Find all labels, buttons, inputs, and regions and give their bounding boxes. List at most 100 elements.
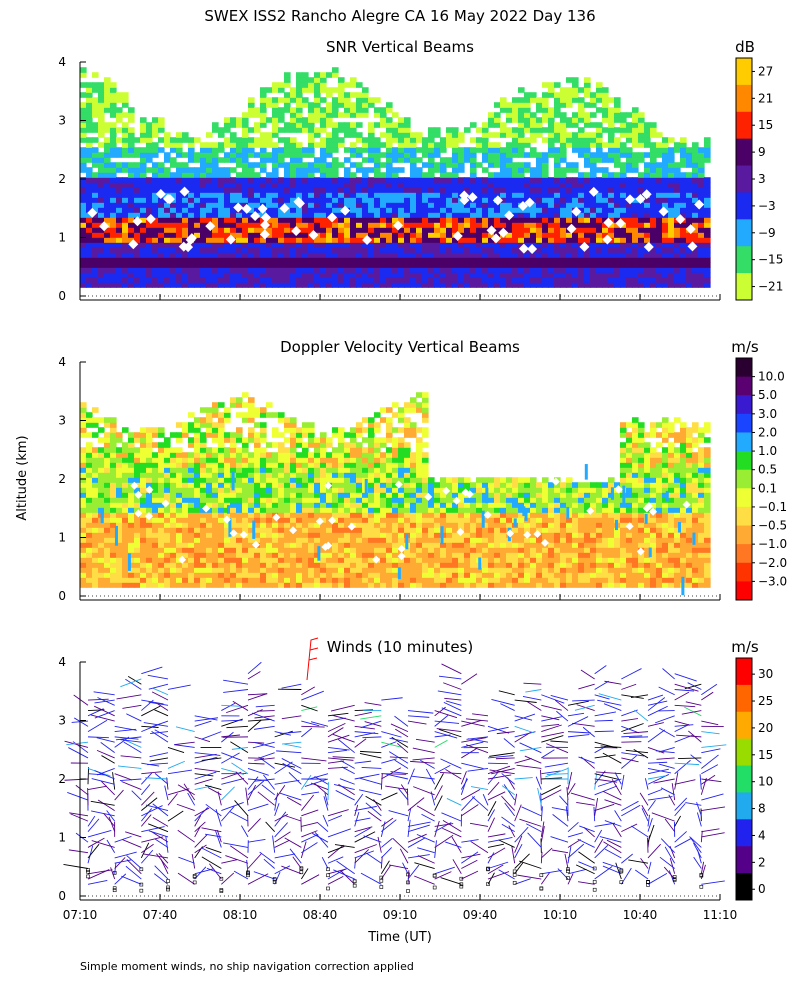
snr-cell bbox=[602, 107, 609, 113]
snr-cell bbox=[362, 137, 369, 143]
doppler-cell bbox=[206, 462, 213, 468]
snr-cell bbox=[536, 252, 543, 258]
snr-cell bbox=[518, 182, 525, 188]
snr-cell bbox=[86, 127, 93, 133]
snr-cell bbox=[590, 282, 597, 288]
snr-cell bbox=[674, 282, 681, 288]
doppler-cell bbox=[314, 502, 321, 508]
snr-cell bbox=[584, 257, 591, 263]
snr-cell bbox=[200, 242, 207, 248]
snr-cell bbox=[158, 267, 165, 273]
doppler-cell bbox=[128, 437, 135, 443]
doppler-cell bbox=[332, 572, 339, 578]
snr-cell bbox=[212, 272, 219, 278]
snr-cell bbox=[170, 277, 177, 283]
snr-cell bbox=[326, 177, 333, 183]
snr-cell bbox=[464, 247, 471, 253]
doppler-cell bbox=[326, 577, 333, 583]
snr-cell bbox=[506, 162, 513, 168]
snr-cell bbox=[470, 247, 477, 253]
snr-cell bbox=[656, 162, 663, 168]
doppler-cell bbox=[110, 432, 117, 438]
snr-cell bbox=[368, 102, 375, 108]
doppler-cell bbox=[266, 522, 273, 528]
snr-cell bbox=[530, 192, 537, 198]
snr-cell bbox=[80, 177, 87, 183]
doppler-cell bbox=[284, 487, 291, 493]
snr-cell bbox=[632, 167, 639, 173]
doppler-cell bbox=[332, 567, 339, 573]
snr-cell bbox=[368, 257, 375, 263]
doppler-cell bbox=[146, 432, 153, 438]
snr-cell bbox=[494, 152, 501, 158]
doppler-cell bbox=[194, 447, 201, 453]
snr-cell bbox=[122, 237, 129, 243]
snr-cell bbox=[284, 92, 291, 98]
snr-cell bbox=[584, 232, 591, 238]
doppler-cell bbox=[80, 402, 87, 408]
doppler-cell bbox=[302, 442, 309, 448]
snr-cell bbox=[134, 152, 141, 158]
snr-cell bbox=[518, 212, 525, 218]
doppler-cell bbox=[164, 492, 171, 498]
snr-cell bbox=[272, 127, 279, 133]
doppler-cell bbox=[254, 422, 261, 428]
snr-cell bbox=[560, 232, 567, 238]
doppler-cell bbox=[116, 477, 123, 483]
snr-cell bbox=[266, 87, 273, 93]
snr-cell bbox=[542, 102, 549, 108]
snr-cell bbox=[650, 262, 657, 268]
snr-cell bbox=[104, 202, 111, 208]
snr-cell bbox=[206, 252, 213, 258]
snr-cell bbox=[80, 212, 87, 218]
doppler-cell bbox=[206, 577, 213, 583]
snr-cell bbox=[446, 182, 453, 188]
snr-cell bbox=[476, 162, 483, 168]
snr-cell bbox=[308, 252, 315, 258]
snr-cell bbox=[704, 232, 711, 238]
snr-cell bbox=[524, 217, 531, 223]
doppler-cell bbox=[140, 557, 147, 563]
snr-cell bbox=[242, 142, 249, 148]
doppler-cell bbox=[164, 507, 171, 513]
snr-cell bbox=[134, 252, 141, 258]
snr-cell bbox=[452, 202, 459, 208]
doppler-cell bbox=[302, 422, 309, 428]
doppler-cell bbox=[284, 492, 291, 498]
snr-cell bbox=[284, 182, 291, 188]
doppler-cell bbox=[326, 567, 333, 573]
snr-cell bbox=[122, 132, 129, 138]
snr-cell bbox=[320, 207, 327, 213]
snr-cell bbox=[140, 197, 147, 203]
snr-cell bbox=[428, 217, 435, 223]
snr-cell bbox=[452, 137, 459, 143]
snr-cell bbox=[272, 177, 279, 183]
snr-gap bbox=[492, 195, 503, 206]
snr-cell bbox=[140, 247, 147, 253]
doppler-cell bbox=[170, 547, 177, 553]
snr-cell bbox=[116, 227, 123, 233]
doppler-cell bbox=[116, 527, 123, 533]
snr-cell bbox=[524, 267, 531, 273]
doppler-cell bbox=[272, 567, 279, 573]
snr-cell bbox=[110, 92, 117, 98]
doppler-cell bbox=[296, 542, 303, 548]
snr-cell bbox=[626, 267, 633, 273]
snr-cell bbox=[692, 212, 699, 218]
snr-cell bbox=[554, 137, 561, 143]
snr-cell bbox=[356, 202, 363, 208]
snr-cell bbox=[362, 172, 369, 178]
snr-cell bbox=[446, 127, 453, 133]
snr-cell bbox=[344, 247, 351, 253]
snr-cell bbox=[308, 102, 315, 108]
doppler-cell bbox=[260, 492, 267, 498]
snr-cell bbox=[692, 217, 699, 223]
doppler-cell bbox=[290, 542, 297, 548]
snr-cell bbox=[398, 187, 405, 193]
snr-cell bbox=[296, 172, 303, 178]
snr-cell bbox=[698, 267, 705, 273]
snr-cell bbox=[404, 232, 411, 238]
snr-cell bbox=[596, 167, 603, 173]
doppler-cell bbox=[140, 467, 147, 473]
snr-cell bbox=[500, 172, 507, 178]
